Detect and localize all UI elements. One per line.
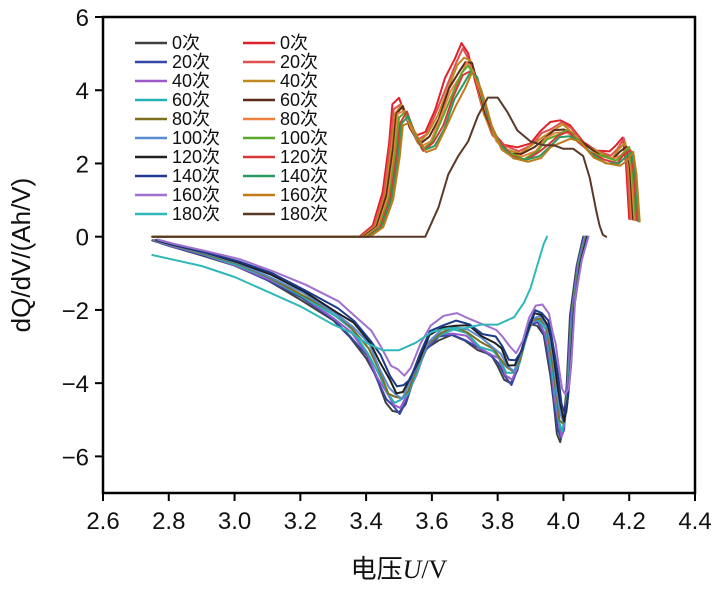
x-tick-label: 3.6 bbox=[415, 508, 448, 535]
y-tick-label: −2 bbox=[62, 298, 89, 325]
legend-label: 120次 bbox=[280, 147, 328, 167]
x-tick-label: 3.4 bbox=[349, 508, 382, 535]
legend-label: 140次 bbox=[280, 166, 328, 186]
legend-label: 120次 bbox=[172, 147, 220, 167]
series-line-charge-19 bbox=[151, 96, 608, 238]
x-tick-label: 4.0 bbox=[547, 508, 580, 535]
x-tick-label: 4.4 bbox=[678, 508, 711, 535]
y-tick-label: 2 bbox=[76, 151, 89, 178]
legend-label: 160次 bbox=[280, 185, 328, 205]
x-tick-label: 4.2 bbox=[613, 508, 646, 535]
legend-label: 180次 bbox=[172, 204, 220, 224]
x-tick-label: 3.0 bbox=[218, 508, 251, 535]
legend-label: 100次 bbox=[172, 128, 220, 148]
legend-label: 140次 bbox=[172, 166, 220, 186]
legend-label: 0次 bbox=[172, 33, 200, 53]
y-axis-title: dQ/dV/(Ah/V) bbox=[6, 178, 36, 333]
y-tick-label: 0 bbox=[76, 225, 89, 252]
legend-label: 160次 bbox=[172, 185, 220, 205]
series-line-discharge-3 bbox=[153, 235, 587, 433]
legend-label: 40次 bbox=[280, 71, 318, 91]
series-line-discharge-7 bbox=[155, 235, 589, 415]
legend-label: 60次 bbox=[172, 90, 210, 110]
legend-label: 20次 bbox=[280, 52, 318, 72]
series-line-charge-13 bbox=[151, 61, 635, 238]
series-line-charge-18 bbox=[151, 71, 641, 238]
x-axis-title-var: U bbox=[403, 555, 424, 584]
x-tick-label: 2.6 bbox=[86, 508, 119, 535]
legend-label: 80次 bbox=[172, 109, 210, 129]
series-line-discharge-9 bbox=[151, 235, 548, 352]
y-tick-label: −6 bbox=[62, 444, 89, 471]
y-tick-label: −4 bbox=[62, 371, 89, 398]
legend-label: 20次 bbox=[172, 52, 210, 72]
y-tick-label: 6 bbox=[76, 5, 89, 32]
legend-label: 80次 bbox=[280, 109, 318, 129]
y-tick-label: 4 bbox=[76, 78, 89, 105]
legend-label: 100次 bbox=[280, 128, 328, 148]
series-line-discharge-6 bbox=[155, 235, 589, 423]
legend: 0次20次40次60次80次100次120次140次160次180次0次20次4… bbox=[135, 33, 328, 224]
x-tick-label: 3.8 bbox=[481, 508, 514, 535]
x-tick-label: 2.8 bbox=[152, 508, 185, 535]
legend-label: 60次 bbox=[280, 90, 318, 110]
series-layer bbox=[151, 42, 641, 444]
ticks-layer: 2.6 2.8 3.0 3.2 3.4 3.6 3.8 4.0 4.2 4.4 6 4 2 0 −2 −4 −6 bbox=[62, 5, 712, 535]
x-axis-title-prefix: 电压 bbox=[351, 555, 403, 585]
x-tick-label: 3.2 bbox=[284, 508, 317, 535]
x-axis-title-suffix: /V bbox=[421, 555, 447, 584]
legend-label: 0次 bbox=[280, 33, 308, 53]
x-axis-title: 电压U/V bbox=[351, 555, 448, 585]
legend-label: 40次 bbox=[172, 71, 210, 91]
legend-label: 180次 bbox=[280, 204, 328, 224]
series-line-discharge-5 bbox=[154, 235, 588, 423]
plot-frame bbox=[101, 15, 697, 495]
series-line-discharge-2 bbox=[152, 235, 586, 438]
